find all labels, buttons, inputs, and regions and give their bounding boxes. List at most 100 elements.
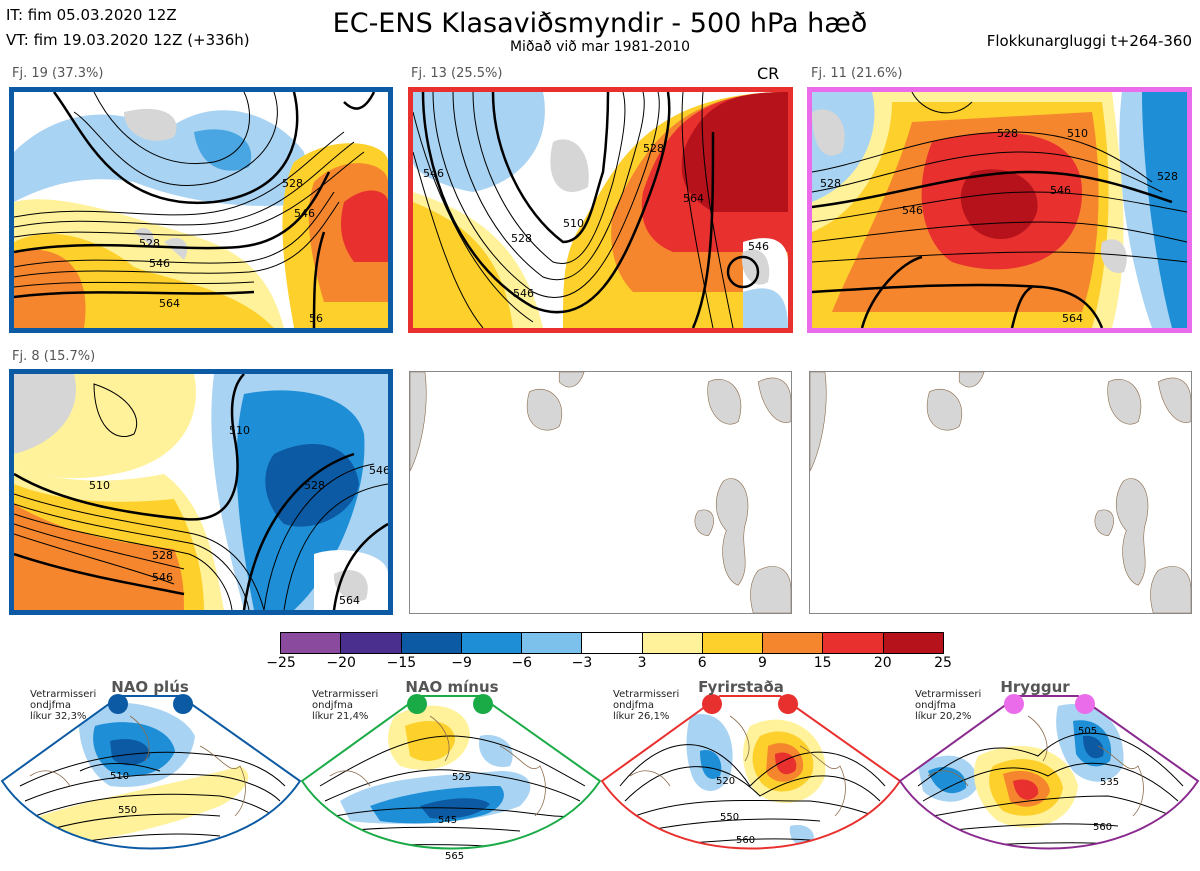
regime-dot: [407, 694, 427, 714]
colorbar-swatch: [763, 633, 824, 653]
regime-nao-minus: 525 545 565 NAO mínus Vetrarmisseri ondjf…: [300, 676, 602, 871]
contour-label: 546: [149, 257, 170, 270]
colorbar-swatch: [823, 633, 884, 653]
regime-dot: [778, 694, 798, 714]
regime-nao-plus: 510 550 NAO plús Vetrarmisseri ondjfma lík…: [0, 676, 302, 871]
colorbar-swatch: [702, 633, 764, 653]
contour-label: 564: [683, 192, 704, 205]
colorbar-swatch: [341, 633, 402, 653]
colorbar-swatch: [522, 633, 583, 653]
contour-label: 528: [820, 177, 841, 190]
contour-label: 528: [511, 232, 532, 245]
regime-stat: Vetrarmisseri ondjfma líkur 20,2%: [915, 689, 982, 722]
colorbar: [280, 632, 944, 654]
contour-label: 546: [369, 464, 388, 477]
contour-label: 550: [720, 812, 739, 823]
contour-label: 528: [643, 142, 664, 155]
contour-label: 510: [229, 424, 250, 437]
cluster-1-map: 528 546 564 528 546 56: [9, 87, 393, 333]
cluster-1-label: Fj. 19 (37.3%): [12, 66, 104, 81]
contour-label: 560: [1093, 822, 1112, 833]
colorbar-swatch: [401, 633, 462, 653]
colorbar-swatch: [883, 633, 943, 653]
regime-dot: [473, 694, 493, 714]
contour-label: 564: [159, 297, 180, 310]
regime-stat: Vetrarmisseri ondjfma líkur 26,1%: [613, 689, 680, 722]
regime-frame: [0, 695, 302, 850]
cluster-3-map: 510 528 528 546 528 546 564: [807, 87, 1192, 333]
colorbar-tick-label: 3: [637, 655, 647, 671]
cluster-4-map: 510 510 528 546 528 546 564: [9, 369, 393, 615]
colorbar-tick-label: 25: [934, 655, 952, 671]
contour-label: 525: [452, 772, 471, 783]
colorbar-tick-label: −3: [571, 655, 593, 671]
contour-label: 528: [282, 177, 303, 190]
cluster-2-map: 510 528 546 564 546 528 546: [408, 87, 793, 333]
colorbar-tick-label: −6: [511, 655, 533, 671]
initial-time-label: IT: fim 05.03.2020 12Z: [6, 6, 177, 24]
cluster-4-label: Fj. 8 (15.7%): [12, 349, 96, 364]
colorbar-swatch: [642, 633, 703, 653]
colorbar-tick-labels: −25 −20 −15 −9 −6 −3 3 6 9 15 20 25: [266, 655, 952, 673]
regime-name: Fyrirstaða: [698, 678, 784, 696]
regime-name: NAO plús: [111, 678, 189, 696]
regime-dot: [173, 694, 193, 714]
contour-label: 510: [89, 479, 110, 492]
contour-label: 520: [716, 776, 735, 787]
page-subtitle: Miðað við mar 1981-2010: [509, 39, 691, 55]
contour-label: 528: [1157, 170, 1178, 183]
page-title: EC-ENS Klasaviðsmyndir - 500 hPa hæð: [332, 8, 868, 39]
colorbar-swatch: [461, 633, 523, 653]
colorbar-tick-label: 6: [697, 655, 707, 671]
contour-label: 564: [339, 594, 360, 607]
contour-label: 560: [736, 835, 755, 846]
colorbar-swatch: [281, 633, 342, 653]
colorbar-tick-label: −20: [326, 655, 356, 671]
contour-label: 546: [423, 167, 444, 180]
regime-dot: [702, 694, 722, 714]
regime-frame: [600, 695, 902, 850]
colorbar-tick-label: 15: [813, 655, 832, 671]
contour-label: 510: [1067, 127, 1088, 140]
classification-window-label: Flokkunargluggi t+264-360: [986, 32, 1192, 50]
contour-label: 535: [1100, 777, 1119, 788]
colorbar-tick-label: 9: [757, 655, 767, 671]
cluster-3-label: Fj. 11 (21.6%): [811, 66, 903, 81]
cluster-2-label: Fj. 13 (25.5%): [411, 66, 503, 81]
contour-label: 505: [1078, 726, 1097, 737]
cluster-2-marker: CR: [757, 64, 780, 83]
contour-label: 550: [118, 805, 137, 816]
contour-label: 565: [445, 851, 464, 862]
regime-stat: Vetrarmisseri ondjfma líkur 32,3%: [30, 689, 97, 722]
regime-frame: [898, 695, 1200, 850]
contour-label: 546: [1050, 184, 1071, 197]
contour-label: 564: [1062, 312, 1083, 325]
regime-blocking: 520 550 560 Fyrirstaða Vetrarmisseri ondj…: [600, 676, 902, 871]
contour-label: 546: [294, 207, 315, 220]
contour-label: 546: [748, 240, 769, 253]
contour-label: 546: [902, 204, 923, 217]
contour-label: 528: [304, 479, 325, 492]
regime-dot: [1075, 694, 1095, 714]
colorbar-swatch: [582, 633, 643, 653]
contour-label: 510: [563, 217, 584, 230]
contour-label: 546: [152, 571, 173, 584]
contour-label: 545: [438, 815, 457, 826]
regime-dot: [1004, 694, 1024, 714]
contour-label: 56: [309, 312, 323, 325]
contour-label: 528: [139, 237, 160, 250]
empty-cluster-map-2: [809, 371, 1192, 614]
regime-frame: [300, 695, 602, 850]
colorbar-tick-label: −9: [451, 655, 472, 671]
contour-label: 528: [997, 127, 1018, 140]
regime-ridge: 505 535 560 Hryggur Vetrarmisseri ondjfma…: [898, 676, 1200, 871]
regime-name: Hryggur: [1000, 678, 1070, 696]
regime-name: NAO mínus: [405, 678, 499, 696]
contour-label: 528: [152, 549, 173, 562]
regime-stat: Vetrarmisseri ondjfma líkur 21,4%: [312, 689, 379, 722]
valid-time-label: VT: fim 19.03.2020 12Z (+336h): [6, 31, 250, 49]
regime-dot: [108, 694, 128, 714]
colorbar-tick-label: −25: [266, 655, 296, 671]
colorbar-tick-label: −15: [386, 655, 417, 671]
empty-cluster-map-1: [409, 371, 792, 614]
